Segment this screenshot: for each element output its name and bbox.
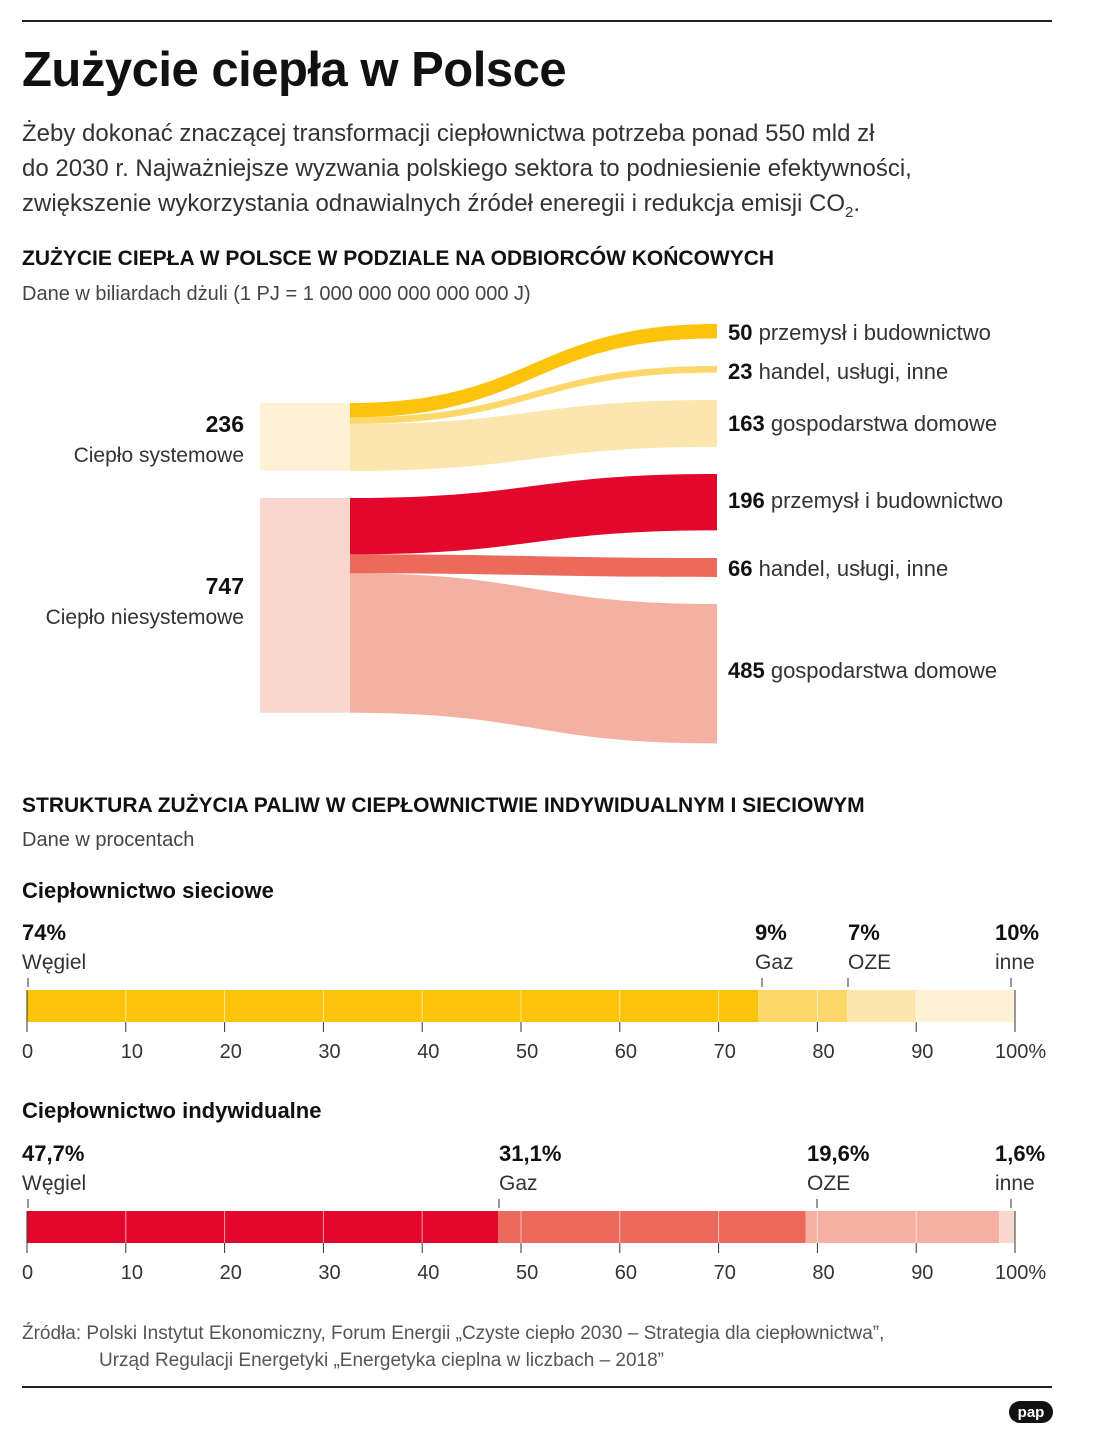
sankey-flow <box>350 324 717 418</box>
axis-tick-label: 70 <box>714 1041 736 1063</box>
bars-subtitle: Dane w procentach <box>22 829 195 851</box>
svg-text:pap: pap <box>1018 1404 1045 1421</box>
segment-label: Węgiel <box>22 951 86 974</box>
sankey-target-label: 50 przemysł i budownictwo <box>728 320 991 345</box>
sankey-source-value: 747 <box>206 573 244 599</box>
sankey-source-label: Ciepło systemowe <box>74 444 244 467</box>
bar-segment <box>916 990 1015 1022</box>
bar-segment <box>999 1211 1015 1243</box>
bar-segment <box>27 990 759 1022</box>
axis-tick-label: 50 <box>516 1041 538 1063</box>
segment-label: Gaz <box>755 951 794 974</box>
intro-line: Żeby dokonać znaczącej transformacji cie… <box>22 120 875 147</box>
segment-label: inne <box>995 1172 1035 1195</box>
bars-title: STRUKTURA ZUŻYCIA PALIW W CIEPŁOWNICTWIE… <box>22 794 865 817</box>
intro-text: . <box>853 190 861 217</box>
page-title: Zużycie ciepła w Polsce <box>22 43 567 97</box>
segment-label: Węgiel <box>22 1172 86 1195</box>
segment-label: Gaz <box>499 1172 538 1195</box>
axis-tick-label: 80 <box>812 1041 834 1063</box>
segment-label: OZE <box>848 951 891 974</box>
axis-tick-label: 30 <box>318 1041 340 1063</box>
axis-tick-label: 0 <box>22 1041 33 1063</box>
axis-tick-label: 10 <box>121 1262 143 1284</box>
axis-tick-label: 20 <box>220 1041 242 1063</box>
pap-logo: pap <box>1009 1401 1053 1423</box>
source-line: Źródła: Polski Instytut Ekonomiczny, For… <box>22 1323 885 1344</box>
sankey-source-node <box>260 403 350 471</box>
top-rule <box>22 20 1052 22</box>
segment-percent: 19,6% <box>807 1141 869 1166</box>
axis-tick-label: 30 <box>318 1262 340 1284</box>
bar-segment <box>758 990 848 1022</box>
sankey-source-value: 236 <box>206 411 244 437</box>
segment-percent: 31,1% <box>499 1141 561 1166</box>
intro-subscript: 2 <box>845 203 854 221</box>
axis-tick-label: 90 <box>911 1041 933 1063</box>
sankey-flow <box>350 400 717 471</box>
axis-tick-label: 60 <box>615 1041 637 1063</box>
segment-percent: 9% <box>755 920 787 945</box>
stacked-bar-chart: 74% Węgiel 9% Gaz 7% OZE 10% inne 0 10 20 30 40 50 60 7… <box>22 920 1046 1284</box>
axis-tick-label: 10 <box>121 1041 143 1063</box>
segment-label: OZE <box>807 1172 850 1195</box>
intro-line: zwiększenie wykorzystania odnawialnych ź… <box>22 190 860 221</box>
axis-tick-label: 60 <box>615 1262 637 1284</box>
axis-tick-label: 70 <box>714 1262 736 1284</box>
intro-text: zwiększenie wykorzystania odnawialnych ź… <box>22 190 846 217</box>
axis-tick-label: 100% <box>995 1262 1046 1284</box>
axis-tick-label: 20 <box>220 1262 242 1284</box>
segment-percent: 1,6% <box>995 1141 1045 1166</box>
axis-tick-label: 90 <box>911 1262 933 1284</box>
segment-label: inne <box>995 951 1035 974</box>
bar-heading: Ciepłownictwo indywidualne <box>22 1098 322 1123</box>
source-line: Urząd Regulacji Energetyki „Energetyka c… <box>99 1350 665 1371</box>
axis-tick-label: 0 <box>22 1262 33 1284</box>
bar-segment <box>847 990 917 1022</box>
axis-tick-label: 100% <box>995 1041 1046 1063</box>
bar-heading: Ciepłownictwo sieciowe <box>22 878 274 903</box>
sankey-target-label: 66 handel, usługi, inne <box>728 556 948 581</box>
segment-percent: 74% <box>22 920 66 945</box>
sankey-title: ZUŻYCIE CIEPŁA W POLSCE W PODZIALE NA OD… <box>22 247 775 270</box>
sankey-source-node <box>260 498 350 713</box>
sankey-flow <box>350 573 717 744</box>
sankey-chart: 236 Ciepło systemowe 50 przemysł i budowni… <box>46 320 1003 744</box>
sankey-source-label: Ciepło niesystemowe <box>46 606 244 629</box>
axis-tick-label: 40 <box>417 1262 439 1284</box>
intro-line: do 2030 r. Najważniejsze wyzwania polski… <box>22 155 912 182</box>
sankey-target-label: 196 przemysł i budownictwo <box>728 488 1003 513</box>
axis-tick-label: 80 <box>812 1262 834 1284</box>
sankey-flow <box>350 554 717 577</box>
segment-percent: 10% <box>995 920 1039 945</box>
bar-segment <box>27 1211 499 1243</box>
sankey-subtitle: Dane w biliardach dżuli (1 PJ = 1 000 00… <box>22 283 531 305</box>
sankey-flow <box>350 474 717 555</box>
axis-tick-label: 40 <box>417 1041 439 1063</box>
sankey-target-label: 485 gospodarstwa domowe <box>728 658 997 683</box>
sankey-target-label: 23 handel, usługi, inne <box>728 359 948 384</box>
segment-percent: 47,7% <box>22 1141 84 1166</box>
sankey-flow <box>350 366 717 424</box>
bar-segment <box>805 1211 1000 1243</box>
segment-percent: 7% <box>848 920 880 945</box>
bar-segment <box>498 1211 806 1243</box>
bottom-rule <box>22 1386 1052 1388</box>
axis-tick-label: 50 <box>516 1262 538 1284</box>
sankey-target-label: 163 gospodarstwa domowe <box>728 411 997 436</box>
